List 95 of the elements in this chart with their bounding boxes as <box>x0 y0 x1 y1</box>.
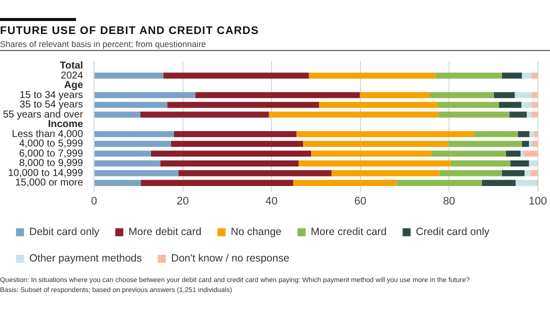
bar <box>448 140 522 147</box>
bar <box>360 92 430 98</box>
bar <box>293 180 397 186</box>
y-tick-label: Age <box>64 80 84 92</box>
bar <box>170 140 304 147</box>
y-tick-label: 15 to 34 years <box>20 90 84 101</box>
bar <box>524 150 538 157</box>
x-tick-label: 0 <box>90 195 98 208</box>
x-tick-label: 40 <box>265 195 278 208</box>
bar <box>94 102 168 108</box>
bar <box>308 72 436 79</box>
bar <box>439 170 502 176</box>
bar <box>167 102 320 108</box>
bar <box>521 102 532 108</box>
bar <box>498 102 522 108</box>
bar <box>532 140 538 147</box>
bar <box>438 102 499 108</box>
bar <box>528 140 532 147</box>
bar <box>530 170 538 176</box>
bar <box>531 92 538 98</box>
bar <box>94 92 196 98</box>
bar <box>94 131 174 138</box>
bar <box>482 180 516 186</box>
y-tick-label: 35 to 54 years <box>20 100 84 111</box>
x-tick-label: 80 <box>442 195 456 208</box>
bar <box>140 180 294 186</box>
bar <box>298 160 451 166</box>
bar <box>94 112 140 118</box>
bar <box>532 102 538 108</box>
bar <box>150 150 312 157</box>
bar <box>431 150 506 157</box>
bar <box>516 180 536 186</box>
bar <box>502 170 525 176</box>
bar <box>506 150 521 157</box>
bar <box>268 112 438 118</box>
legend-label: More credit card <box>310 226 387 238</box>
y-tick-label: Income <box>48 119 84 130</box>
bar <box>529 131 534 138</box>
legend-label: Credit card only <box>416 226 490 238</box>
bar <box>522 140 529 147</box>
bar <box>94 140 171 147</box>
y-tick-label: 2024 <box>60 70 84 82</box>
bar <box>438 112 510 118</box>
bar <box>430 92 494 98</box>
bar <box>94 160 160 166</box>
bar <box>140 112 269 118</box>
y-tick-label: Total <box>60 60 84 72</box>
y-tick-label: 15,000 or more <box>15 178 84 189</box>
y-tick-label: Less than 4,000 <box>12 128 84 140</box>
bar <box>520 150 524 157</box>
bar <box>526 112 532 118</box>
y-tick-label: 8,000 to 9,999 <box>19 158 84 170</box>
bar <box>518 131 530 138</box>
bar <box>531 112 538 118</box>
x-tick-label: 100 <box>528 195 548 208</box>
bar <box>296 131 474 138</box>
bar <box>195 92 360 98</box>
bar <box>94 150 151 157</box>
legend-label: More debit card <box>128 226 202 238</box>
bar <box>436 72 502 79</box>
bar <box>94 170 178 176</box>
bar <box>474 131 518 138</box>
legend-label: Other payment methods <box>29 252 142 265</box>
bar <box>94 180 141 186</box>
bar <box>160 160 299 166</box>
y-tick-label: 55 years and over <box>2 109 84 120</box>
bar <box>94 72 164 79</box>
bar <box>510 160 529 166</box>
bar <box>331 170 440 176</box>
legend-label: Don't know / no response <box>171 252 290 265</box>
bar <box>502 72 522 79</box>
bar <box>514 92 532 98</box>
bar <box>524 170 530 176</box>
bar <box>311 150 432 157</box>
bar <box>509 112 527 118</box>
chart-subtitle: Shares of relevant basis in percent; from questionnaire <box>0 39 206 49</box>
legend-label: Debit card only <box>29 226 100 238</box>
bar <box>528 160 538 166</box>
bar <box>396 180 482 186</box>
chart-title: FUTURE USE OF DEBIT AND CREDIT CARDS <box>0 25 259 37</box>
bar <box>494 92 515 98</box>
bar <box>174 131 296 138</box>
bar <box>319 102 438 108</box>
bar <box>450 160 510 166</box>
legend-label: No change <box>230 226 282 238</box>
y-tick-label: 4,000 to 5,999 <box>19 138 84 150</box>
x-tick-label: 20 <box>176 195 189 208</box>
bar <box>163 72 309 79</box>
bar <box>522 72 532 79</box>
bar <box>178 170 332 176</box>
bar <box>531 72 538 79</box>
x-tick-label: 60 <box>354 195 366 208</box>
y-tick-label: 10,000 to 14,999 <box>8 168 84 179</box>
y-tick-label: 6,000 to 7,999 <box>19 148 84 160</box>
bar <box>303 140 448 147</box>
